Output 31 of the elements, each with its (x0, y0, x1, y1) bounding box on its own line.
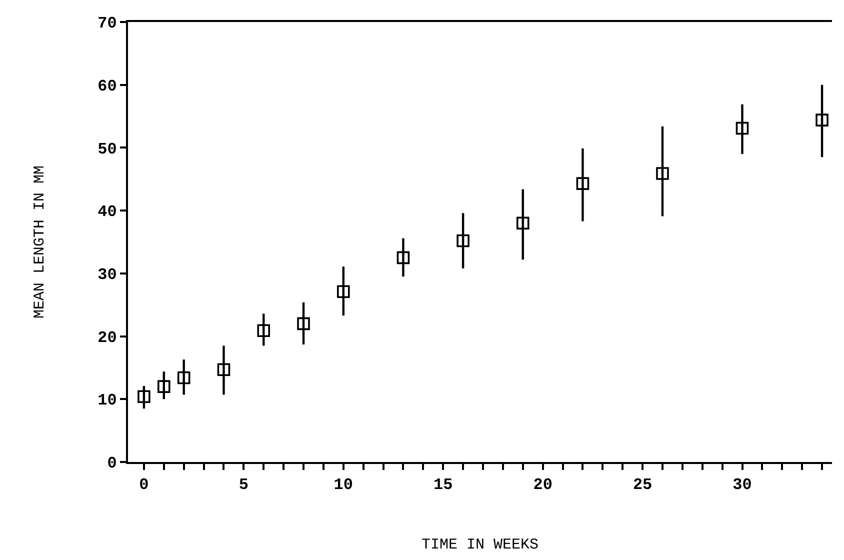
x-tick-label: 25 (632, 476, 652, 494)
point (456, 234, 470, 248)
y-tick-label: 40 (98, 203, 117, 222)
point (736, 122, 749, 135)
y-tick-label: 60 (98, 77, 117, 96)
point (576, 177, 590, 190)
x-tick-label: 5 (238, 476, 248, 494)
x-tick-label: 10 (334, 476, 353, 494)
x-tick-label: 0 (139, 476, 149, 494)
x-tick-label: 15 (434, 476, 453, 494)
x-tick-label: 30 (732, 476, 752, 494)
x-axis-title: TIME IN WEEKS (421, 536, 539, 554)
y-tick-label: 0 (107, 454, 117, 473)
point (158, 380, 170, 393)
point (336, 285, 350, 298)
point (217, 363, 230, 376)
point (257, 324, 270, 338)
y-tick-label: 50 (98, 140, 117, 158)
point (516, 216, 530, 230)
y-axis-title: MEAN LENGTH IN MM (31, 165, 48, 319)
y-tick-label: 70 (98, 14, 117, 33)
point (177, 371, 190, 384)
y-tick-label: 20 (98, 328, 117, 347)
point (138, 390, 150, 404)
point (656, 167, 669, 180)
point (816, 114, 828, 126)
point (396, 251, 410, 264)
y-tick-label: 10 (98, 392, 117, 410)
point (297, 317, 310, 330)
x-tick-label: 20 (533, 476, 552, 494)
y-tick-label: 30 (98, 266, 117, 284)
